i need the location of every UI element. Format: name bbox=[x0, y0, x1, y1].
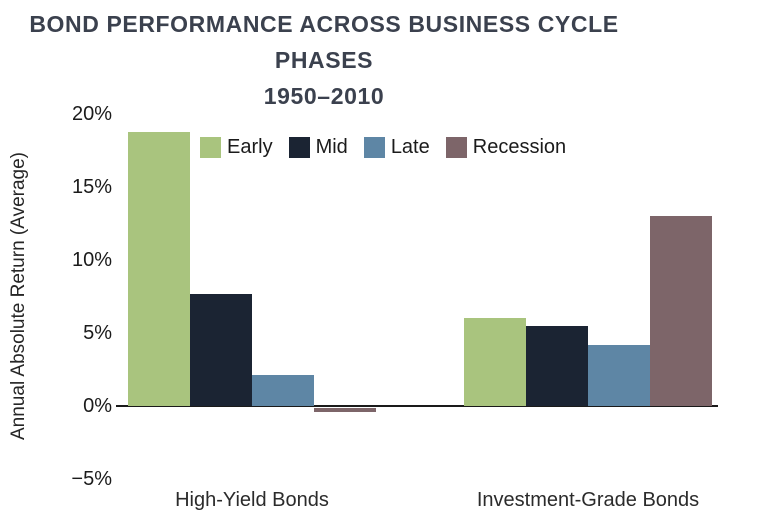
bar-recession-investment-grade-bonds bbox=[650, 216, 712, 406]
legend-item-early: Early bbox=[200, 136, 273, 159]
bar-recession-high-yield-bonds bbox=[314, 408, 376, 413]
legend-label-recession: Recession bbox=[472, 136, 567, 158]
chart-title-line1: BOND PERFORMANCE ACROSS BUSINESS CYCLE P… bbox=[29, 11, 619, 73]
y-tick-15%: 15% bbox=[71, 176, 112, 198]
x-category-label-investment-grade-bonds: Investment-Grade Bonds bbox=[476, 489, 700, 511]
y-tick-10%: 10% bbox=[71, 249, 112, 271]
x-category-label-high-yield-bonds: High-Yield Bonds bbox=[175, 489, 329, 511]
legend-item-recession: Recession bbox=[445, 136, 567, 159]
bar-mid-investment-grade-bonds bbox=[526, 325, 588, 406]
legend-swatch-recession bbox=[445, 137, 467, 158]
legend-label-mid: Mid bbox=[315, 136, 348, 158]
chart-title: BOND PERFORMANCE ACROSS BUSINESS CYCLE P… bbox=[0, 6, 648, 114]
legend-item-late: Late bbox=[363, 136, 430, 159]
legend-label-late: Late bbox=[390, 136, 430, 158]
bar-early-high-yield-bonds bbox=[128, 131, 190, 406]
bar-late-investment-grade-bonds bbox=[588, 344, 650, 406]
legend-swatch-early bbox=[200, 137, 221, 158]
y-tick-0%: 0% bbox=[83, 395, 112, 417]
y-axis-ticks: 20% 15% 10% 5% 0% −5% bbox=[40, 103, 112, 490]
legend-item-mid: Mid bbox=[288, 136, 348, 159]
bar-mid-high-yield-bonds bbox=[190, 293, 252, 406]
y-tick-5%: 5% bbox=[83, 322, 112, 344]
legend-swatch-mid bbox=[288, 137, 310, 158]
bar-early-investment-grade-bonds bbox=[464, 318, 526, 406]
legend-label-early: Early bbox=[227, 136, 273, 158]
y-axis-label: Annual Absolute Return (Average) bbox=[8, 152, 29, 440]
y-tick-20%: 20% bbox=[71, 103, 112, 125]
bar-late-high-yield-bonds bbox=[252, 375, 314, 406]
legend: Early Mid Late Recession bbox=[200, 136, 582, 159]
x-axis-line bbox=[116, 405, 718, 407]
chart-title-line2: 1950–2010 bbox=[263, 83, 385, 109]
y-tick-−5%: −5% bbox=[71, 468, 112, 490]
plot-area: Early Mid Late Recession bbox=[116, 114, 718, 494]
legend-swatch-late bbox=[363, 137, 385, 158]
x-category-labels: High-Yield Bonds Investment-Grade Bonds bbox=[0, 489, 758, 517]
